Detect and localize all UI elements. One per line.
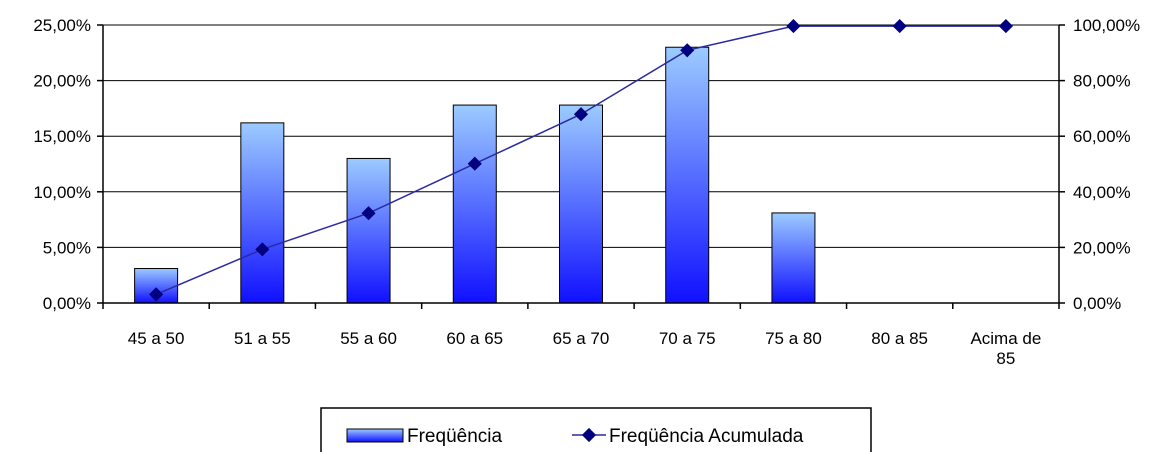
legend: Freqüência Freqüência Acumulada [320,407,872,452]
category-label: 85 [996,349,1015,368]
right-tick-label: 60,00% [1073,127,1131,146]
category-label: 65 a 70 [553,329,610,348]
bar [559,104,603,304]
category-label: 45 a 50 [128,329,185,348]
bar-series [134,46,816,304]
category-axis-labels: 45 a 50 51 a 55 55 a 60 60 a 65 65 a 70 70 a … [102,303,1060,368]
line-point [998,19,1013,34]
legend-label-frequencia: Freqüência [407,426,502,447]
left-tick-label: 5,00% [43,238,91,257]
right-tick-label: 100,00% [1073,16,1140,35]
line-point [467,156,482,171]
legend-box [320,407,872,452]
category-label: 55 a 60 [340,329,397,348]
left-tick-label: 15,00% [33,127,91,146]
bar [452,104,497,304]
right-axis-ticks: 0,00% 20,00% 40,00% 60,00% 80,00% 100,00% [1059,16,1140,313]
right-tick-label: 0,00% [1073,294,1121,313]
legend-bar-swatch [346,428,404,443]
category-label: 60 a 65 [446,329,503,348]
line-point [255,242,270,257]
legend-label-frequencia-acumulada: Freqüência Acumulada [609,426,804,447]
line-point [786,19,801,34]
left-tick-label: 0,00% [43,294,91,313]
bar [240,122,285,304]
category-label: 75 a 80 [765,329,822,348]
bar [346,157,391,304]
category-label: 80 a 85 [871,329,928,348]
axes [102,25,1060,304]
legend-marker-swatch [581,427,597,443]
category-label: 70 a 75 [659,329,716,348]
line-point [680,43,695,58]
right-tick-label: 20,00% [1073,238,1131,257]
line-point [361,206,376,221]
left-tick-label: 10,00% [33,183,91,202]
category-label: Acima de [970,329,1041,348]
left-axis-ticks: 0,00% 5,00% 10,00% 15,00% 20,00% 25,00% [33,16,103,313]
right-tick-label: 80,00% [1073,72,1131,91]
bar [771,212,816,304]
left-tick-label: 20,00% [33,72,91,91]
line-point [149,287,164,302]
line-point [892,19,907,34]
line-point [573,107,589,122]
right-tick-label: 40,00% [1073,183,1131,202]
left-tick-label: 25,00% [33,16,91,35]
line-series [149,19,1013,302]
category-label: 51 a 55 [234,329,291,348]
bar [665,46,710,304]
